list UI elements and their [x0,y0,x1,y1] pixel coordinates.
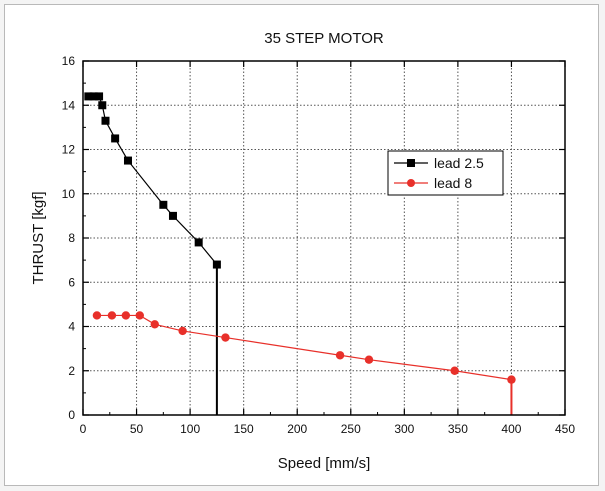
thrust-speed-chart: 35 STEP MOTOR 0 50 100 150 200 250 300 350 400 45… [30,30,575,472]
data-point [123,156,132,165]
series-lead-8 [92,311,516,415]
y-tick-label: 8 [68,231,75,245]
data-point [84,92,93,101]
legend-label: lead 2.5 [434,155,484,171]
chart-title: 35 STEP MOTOR [264,30,384,47]
y-tick-label: 14 [62,98,76,112]
data-point [194,238,203,247]
legend-item: lead 8 [394,175,472,191]
data-point [507,375,516,384]
legend-box [387,150,504,196]
x-tick-label: 200 [287,422,307,436]
x-axis-ticks: 0 50 100 150 200 250 300 350 400 450 [80,61,575,436]
y-axis-label: THRUST [kgf] [30,191,47,284]
data-point [221,333,230,342]
y-tick-label: 6 [68,275,75,289]
y-tick-label: 0 [68,408,75,422]
plot-area-border [82,60,566,416]
grid-lines [83,61,565,415]
data-point [89,92,98,101]
x-tick-label: 100 [180,422,200,436]
x-tick-label: 300 [394,422,414,436]
x-tick-label: 400 [501,422,521,436]
series-layer [84,92,516,415]
data-point [178,326,187,336]
x-axis-label: Speed [mm/s] [278,455,371,472]
y-tick-label: 2 [68,364,75,378]
data-point [168,211,177,220]
data-point [135,311,144,320]
x-tick-label: 150 [234,422,254,436]
data-point [111,134,120,143]
data-point [101,116,110,125]
x-tick-label: 450 [555,422,575,436]
legend-marker [407,179,415,187]
data-point [335,351,345,360]
legend-marker [407,159,415,167]
data-point [92,311,102,320]
y-tick-label: 12 [62,143,76,157]
series-line [96,314,512,381]
x-tick-label: 350 [448,422,468,436]
data-point [107,311,117,320]
y-tick-label: 4 [68,320,75,334]
data-point [364,355,374,364]
y-tick-label: 10 [62,187,76,201]
data-point [450,366,459,375]
legend-item: lead 2.5 [394,155,484,171]
legend-label: lead 8 [434,175,472,191]
chart-frame: 35 STEP MOTOR 0 50 100 150 200 250 300 350 400 45… [4,4,599,486]
x-tick-label: 250 [341,422,361,436]
data-point [98,101,107,110]
y-tick-label: 16 [62,54,76,68]
legend: lead 2.5 lead 8 [387,150,504,196]
data-point [95,92,104,101]
x-tick-label: 50 [130,422,144,436]
data-point [121,311,131,320]
data-point [212,260,221,269]
series-lead-2.5 [84,92,221,415]
x-tick-label: 0 [80,422,87,436]
data-point [159,200,168,209]
data-point [150,320,159,329]
y-axis-ticks: 0 2 4 6 8 10 12 14 16 [62,54,565,422]
